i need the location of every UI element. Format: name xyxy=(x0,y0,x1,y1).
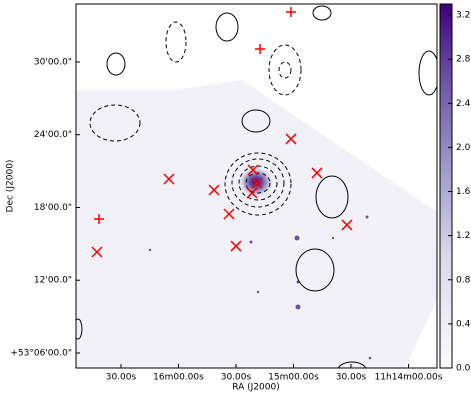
colorbar xyxy=(439,3,453,369)
colorbar-tick-label: 1.2 xyxy=(456,231,470,241)
colorbar-tick-label: 1.6 xyxy=(456,187,471,197)
y-tick-label: 30'00.0" xyxy=(34,57,72,67)
x-marker xyxy=(285,133,297,145)
sky-image xyxy=(76,5,437,368)
x-tick-label: 30.00s xyxy=(106,373,137,383)
x-marker xyxy=(251,177,263,189)
x-marker xyxy=(311,167,323,179)
y-tick-label: 12'00.0" xyxy=(34,276,72,286)
y-tick-label: 18'00.0" xyxy=(34,203,72,213)
x-axis-label: RA (J2000) xyxy=(232,383,280,393)
x-marker xyxy=(246,187,258,199)
plot-frame xyxy=(75,3,438,369)
x-marker xyxy=(247,164,259,176)
x-marker xyxy=(163,173,175,185)
colorbar-tick-label: 2.4 xyxy=(456,99,471,109)
colorbar-tick-label: 3.2 xyxy=(456,11,470,21)
x-tick-label: 11h14m00.00s xyxy=(375,373,443,383)
colorbar-tick-label: 0.8 xyxy=(456,275,471,285)
colorbar-tick-label: 2.8 xyxy=(456,55,471,65)
x-tick-label: 15m00.00s xyxy=(268,373,319,383)
x-tick-label: 30.00s xyxy=(221,373,252,383)
x-marker xyxy=(91,246,103,258)
colorbar-tick-label: 2.0 xyxy=(456,143,471,153)
y-tick-label: +53°06'00.0" xyxy=(10,348,72,358)
x-tick-label: 16m00.00s xyxy=(153,373,204,383)
plus-marker xyxy=(255,43,266,54)
colorbar-tick-label: 0.4 xyxy=(456,319,471,329)
x-marker xyxy=(230,240,242,252)
plus-marker xyxy=(94,214,105,225)
x-tick-label: 30.00s xyxy=(336,373,367,383)
x-marker xyxy=(208,184,220,196)
colorbar-tick-label: 0.0 xyxy=(456,364,471,374)
y-tick-label: 24'00.0" xyxy=(34,130,72,140)
y-axis-label: Dec (J2000) xyxy=(6,160,16,213)
x-marker xyxy=(341,219,353,231)
x-marker xyxy=(223,208,235,220)
plus-marker xyxy=(285,7,296,18)
